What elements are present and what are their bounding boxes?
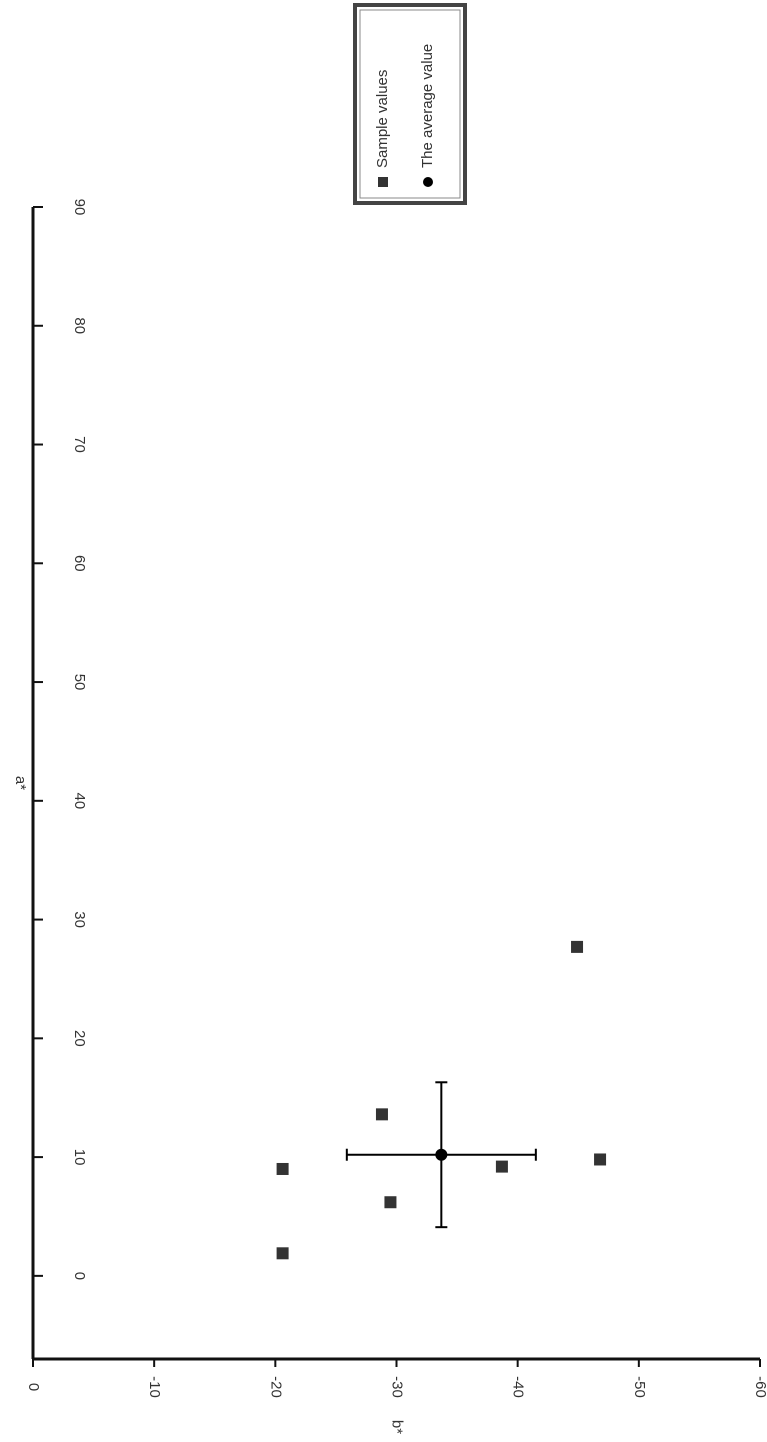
- legend-frame: [353, 3, 467, 205]
- y-tick-label: 30: [71, 911, 88, 928]
- x-tick-label: -60: [752, 1376, 767, 1398]
- point: [276, 1162, 289, 1175]
- legend-marker: [378, 177, 388, 187]
- point: [435, 1148, 448, 1161]
- y-tick-label: 60: [71, 555, 88, 572]
- point: [276, 1247, 289, 1260]
- x-tick-label: 0: [25, 1383, 42, 1391]
- y-tick-label: 20: [71, 1030, 88, 1047]
- y-axis-title: a*: [12, 776, 29, 790]
- y-tick-label: 80: [71, 317, 88, 334]
- y-tick-label: 50: [71, 674, 88, 691]
- x-tick-label: -20: [267, 1376, 284, 1398]
- x-tick-label: -40: [510, 1376, 527, 1398]
- x-tick-label: -50: [631, 1376, 648, 1398]
- point: [594, 1153, 607, 1166]
- y-tick-label: 40: [71, 792, 88, 809]
- y-tick-label: 10: [71, 1149, 88, 1166]
- point: [384, 1196, 397, 1209]
- legend-label: Sample values: [374, 70, 391, 168]
- point: [375, 1108, 388, 1121]
- legend-marker: [423, 177, 433, 187]
- x-axis-title: b*: [389, 1420, 406, 1434]
- x-tick-label: -10: [146, 1376, 163, 1398]
- y-tick-label: 90: [71, 199, 88, 216]
- legend-frame-inner: [359, 9, 461, 199]
- legend-label: The average value: [419, 44, 436, 168]
- y-tick-label: 70: [71, 436, 88, 453]
- y-tick-label: 0: [71, 1272, 88, 1280]
- x-tick-label: -30: [389, 1376, 406, 1398]
- point: [495, 1160, 508, 1173]
- point: [571, 940, 584, 953]
